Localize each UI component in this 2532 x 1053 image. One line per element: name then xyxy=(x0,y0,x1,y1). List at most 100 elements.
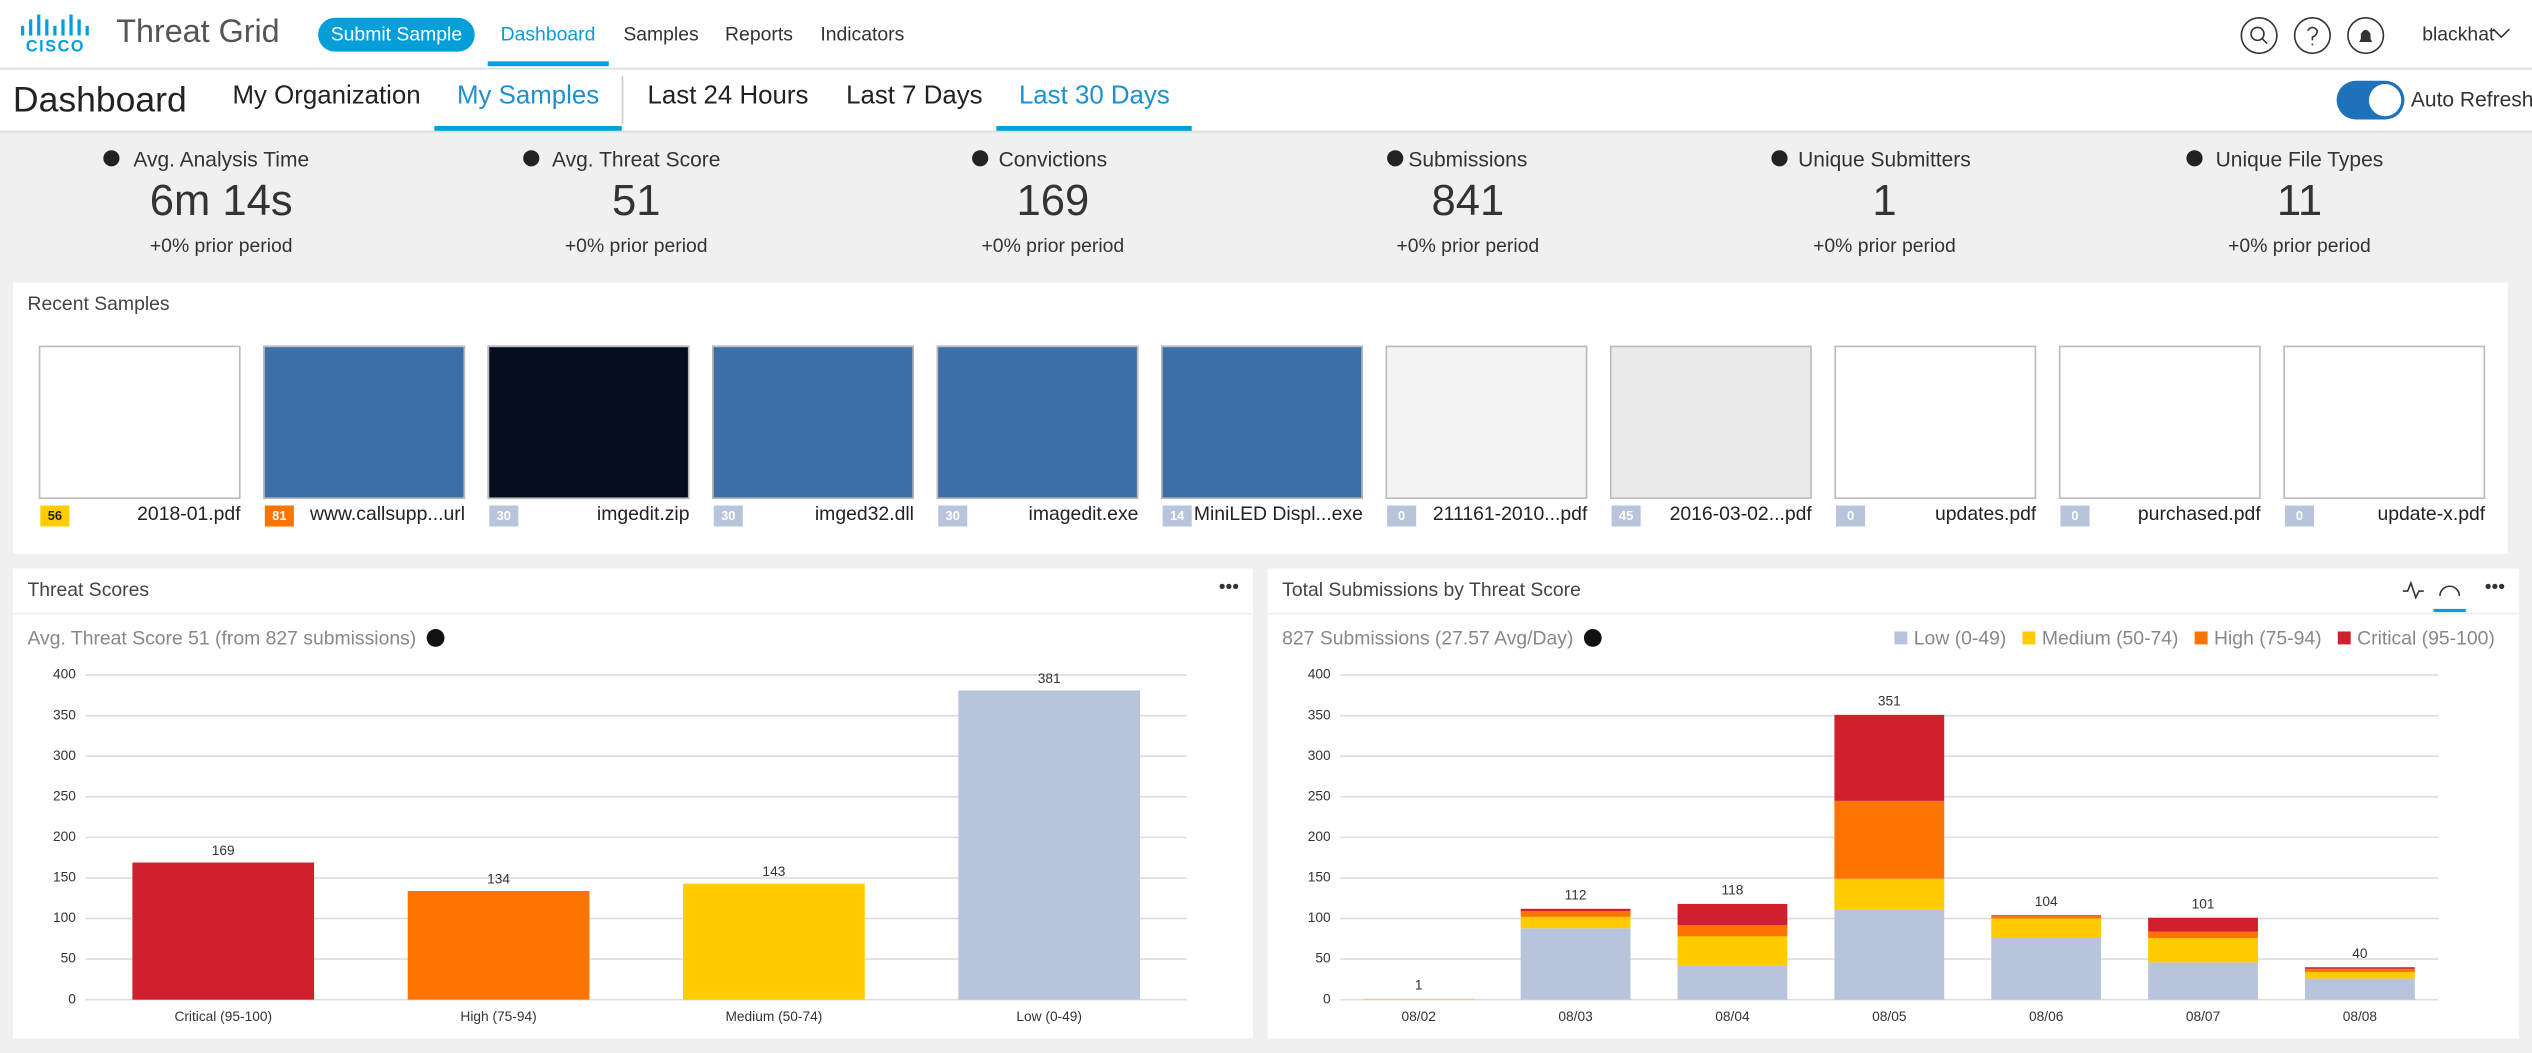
bar-segment xyxy=(1520,928,1631,1000)
sample-name[interactable]: 211161-2010...pdf xyxy=(1432,502,1588,525)
y-tick-label: 150 xyxy=(53,870,76,885)
x-tick-label: Low (0-49) xyxy=(1016,1009,1082,1024)
sample-thumbnail[interactable] xyxy=(712,345,914,500)
sample-name[interactable]: update-x.pdf xyxy=(2377,502,2486,525)
score-badge: 30 xyxy=(938,505,968,527)
sample-name[interactable]: MiniLED Displ...exe xyxy=(1193,502,1363,525)
x-tick-label: 08/07 xyxy=(2186,1009,2220,1024)
y-tick-label: 200 xyxy=(53,829,76,844)
tab[interactable]: My Organization xyxy=(232,82,421,110)
sample-thumbnail[interactable] xyxy=(2058,345,2261,500)
score-badge: 56 xyxy=(40,505,70,527)
x-tick-label: 08/08 xyxy=(2343,1009,2378,1024)
sample-name[interactable]: purchased.pdf xyxy=(2137,502,2261,525)
y-tick-label: 300 xyxy=(53,748,76,763)
stat-change: +0% prior period xyxy=(1813,234,1956,257)
y-tick-label: 250 xyxy=(53,788,76,803)
total-label: 112 xyxy=(1565,887,1587,902)
nav-link[interactable]: Reports xyxy=(725,22,793,46)
top-bar: CISCO Threat Grid Submit Sample blackhat xyxy=(0,0,2532,70)
user-menu[interactable]: blackhat xyxy=(2422,22,2495,46)
sample-thumbnail[interactable] xyxy=(2283,345,2486,500)
bar-segment xyxy=(1677,925,1788,937)
tab[interactable]: Last 24 Hours xyxy=(647,82,809,110)
sample-name[interactable]: 2018-01.pdf xyxy=(137,502,241,525)
sample-name[interactable]: www.callsupp...url xyxy=(309,502,466,525)
total-label: 104 xyxy=(2035,894,2058,909)
sample-name[interactable]: imged32.dll xyxy=(814,502,914,525)
bar-segment xyxy=(1834,800,1945,879)
stat-icon xyxy=(2186,150,2203,167)
legend-label: Critical (95-100) xyxy=(2357,628,2495,650)
sample-thumbnail[interactable] xyxy=(1385,345,1588,500)
sample-thumbnail[interactable] xyxy=(487,345,690,500)
x-tick-label: Critical (95-100) xyxy=(174,1009,272,1024)
header-icons[interactable] xyxy=(2238,15,2390,57)
y-tick-label: 200 xyxy=(1308,829,1331,844)
stat-icon xyxy=(523,150,540,167)
nav-link[interactable]: Samples xyxy=(623,22,699,46)
stat-icon xyxy=(102,150,119,167)
y-tick-label: 350 xyxy=(1308,707,1331,722)
info-icon xyxy=(1583,629,1602,647)
bar-segment xyxy=(1363,998,1474,1000)
bar-segment xyxy=(2305,968,2415,973)
bar xyxy=(132,862,315,1000)
y-tick-label: 100 xyxy=(1308,910,1331,925)
sample-thumbnail[interactable] xyxy=(936,345,1139,500)
x-tick-label: 08/02 xyxy=(1402,1009,1436,1024)
bar-segment xyxy=(2305,972,2415,979)
y-tick-label: 400 xyxy=(1308,667,1331,682)
score-badge: 30 xyxy=(489,505,519,527)
sample-thumbnail[interactable] xyxy=(263,345,466,500)
y-tick-label: 50 xyxy=(1315,951,1331,966)
sample-name[interactable]: updates.pdf xyxy=(1934,502,2037,525)
sample-name[interactable]: 2016-03-02...pdf xyxy=(1669,502,1812,525)
tab[interactable]: Last 7 Days xyxy=(846,82,983,110)
chart-subtitle: 827 Submissions (27.57 Avg/Day) xyxy=(1282,628,1573,650)
divider xyxy=(621,75,624,125)
y-tick-label: 350 xyxy=(53,707,76,722)
stat-label: Unique Submitters xyxy=(1798,146,1971,172)
sample-name[interactable]: imagedit.exe xyxy=(1028,502,1139,525)
total-label: 118 xyxy=(1722,883,1744,898)
more-icon: ••• xyxy=(1219,576,1240,598)
score-badge: 30 xyxy=(713,505,743,527)
sample-thumbnail[interactable] xyxy=(1161,345,1363,500)
legend-label: Low (0-49) xyxy=(1914,628,2007,650)
tab[interactable]: My Samples xyxy=(456,82,600,110)
x-tick-label: Medium (50-74) xyxy=(725,1009,822,1024)
stat-label: Submissions xyxy=(1408,146,1528,172)
score-badge: 0 xyxy=(2284,505,2315,527)
bar-segment xyxy=(2148,962,2258,1000)
legend-swatch xyxy=(2022,631,2036,645)
bar-segment xyxy=(2148,938,2258,963)
value-label: 143 xyxy=(762,864,785,879)
bar-segment xyxy=(1991,938,2102,1000)
tab[interactable]: Last 30 Days xyxy=(1018,82,1170,110)
bar-segment xyxy=(1520,916,1631,929)
bar-segment xyxy=(1991,916,2102,919)
nav-link[interactable]: Dashboard xyxy=(500,22,596,46)
bar-segment xyxy=(2305,967,2415,969)
stat-change: +0% prior period xyxy=(2228,234,2371,257)
stat-label: Avg. Threat Score xyxy=(552,146,721,172)
y-tick-label: 300 xyxy=(1308,748,1331,763)
y-tick-label: 50 xyxy=(61,951,77,966)
score-badge: 0 xyxy=(2060,505,2090,527)
sample-thumbnail[interactable] xyxy=(1609,345,1812,500)
legend-swatch xyxy=(2194,631,2208,645)
nav-link[interactable]: Indicators xyxy=(820,22,905,46)
sample-thumbnail[interactable] xyxy=(38,345,241,500)
info-icon xyxy=(426,629,445,647)
sample-thumbnail[interactable] xyxy=(1834,345,2037,500)
stat-change: +0% prior period xyxy=(981,234,1125,257)
bar-segment xyxy=(1991,918,2102,939)
bar-segment xyxy=(1677,936,1788,966)
submit-button[interactable]: Submit Sample xyxy=(318,17,475,52)
y-tick-label: 400 xyxy=(53,667,76,682)
sample-name[interactable]: imgedit.zip xyxy=(596,502,690,525)
tab-underline xyxy=(996,125,1192,131)
toggle[interactable] xyxy=(2336,80,2405,120)
